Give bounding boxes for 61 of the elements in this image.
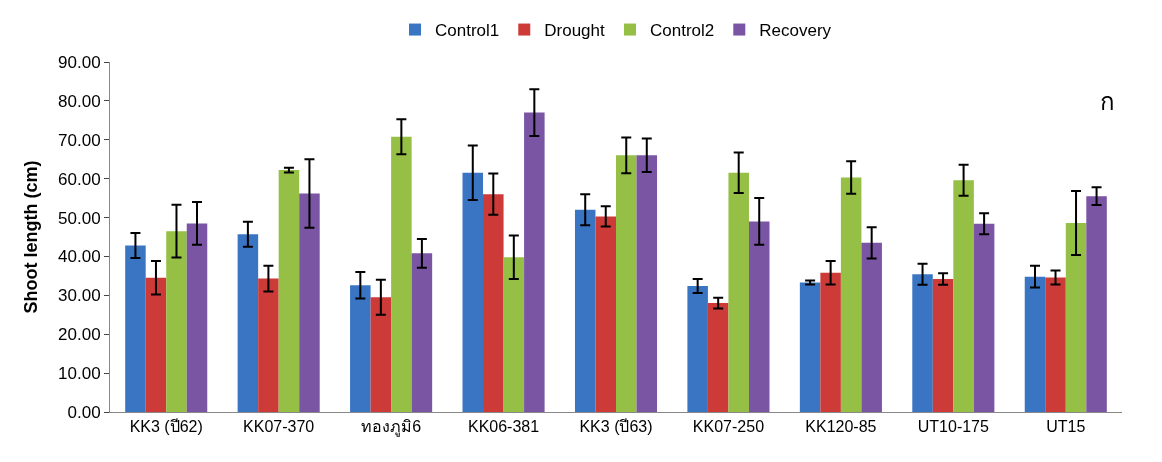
bar: [840, 177, 862, 412]
y-tick-label: 10.00: [58, 364, 101, 384]
bar: [861, 242, 882, 412]
bar: [820, 272, 841, 412]
x-tick-label: KK07-370: [243, 418, 315, 436]
bar: [411, 253, 433, 412]
x-tick-label: KK06-381: [467, 418, 540, 436]
bar: [278, 170, 300, 412]
bar: [125, 245, 146, 412]
bar: [707, 303, 729, 412]
bar: [799, 282, 821, 412]
legend-label: Control2: [650, 21, 715, 41]
x-tick-label: UT10-175: [917, 418, 989, 436]
bar: [953, 180, 974, 412]
y-axis-title: Shoot length (cm): [21, 160, 42, 314]
bar: [728, 172, 749, 412]
bar: [616, 155, 637, 412]
bar: [748, 221, 770, 412]
y-tick-label: 90.00: [58, 52, 101, 72]
bar: [912, 274, 933, 412]
x-tick-label: KK3 (ปี63): [579, 418, 653, 436]
legend-label: Drought: [544, 21, 606, 41]
bar: [391, 136, 412, 412]
bar: [503, 257, 525, 412]
bar: [370, 297, 392, 412]
bar: [595, 216, 616, 412]
bar: [258, 278, 279, 412]
y-tick-label: 40.00: [58, 247, 101, 267]
bar: [932, 279, 954, 412]
bar: [483, 194, 504, 412]
bar: [687, 286, 708, 412]
x-tick-label: KK120-85: [805, 418, 877, 436]
annotation: ก: [1100, 88, 1115, 115]
bar: [574, 209, 596, 412]
y-tick-label: 70.00: [58, 130, 101, 150]
bar: [1024, 276, 1046, 412]
bar: [237, 234, 259, 412]
bar: [636, 155, 658, 412]
y-tick-label: 60.00: [58, 169, 101, 189]
bar: [1065, 223, 1087, 412]
bar: [186, 223, 208, 412]
bar: [1045, 277, 1066, 412]
bar: [145, 277, 167, 412]
x-tick-label: KK07-250: [692, 418, 765, 436]
x-tick-label: UT15: [1046, 418, 1086, 436]
bar: [462, 172, 484, 412]
y-tick-label: 0.00: [67, 402, 101, 422]
bar: [1086, 196, 1107, 412]
y-tick-label: 20.00: [58, 325, 101, 345]
legend-label: Control1: [435, 21, 500, 41]
y-tick-label: 30.00: [58, 286, 101, 306]
x-tick-label: KK3 (ปี62): [129, 418, 203, 436]
bar: [973, 223, 995, 412]
y-tick-label: 50.00: [58, 208, 101, 228]
bar: [299, 193, 320, 412]
x-tick-label: ทองภูมิ6: [361, 418, 422, 438]
bar: [166, 231, 187, 412]
y-tick-label: 80.00: [58, 91, 101, 111]
legend-label: Recovery: [759, 21, 832, 41]
bar: [524, 112, 545, 412]
bar: [350, 285, 371, 412]
